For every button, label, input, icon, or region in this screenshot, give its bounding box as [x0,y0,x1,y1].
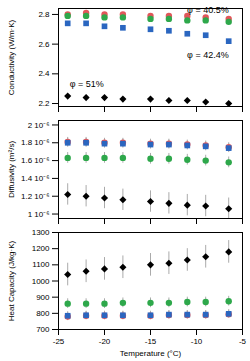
svg-text:700: 700 [36,325,50,334]
svg-text:1300: 1300 [32,228,50,237]
svg-text:Temperature (°C): Temperature (°C) [120,349,182,358]
svg-text:2.4: 2.4 [38,69,50,78]
svg-text:1200: 1200 [32,244,50,253]
svg-text:-15: -15 [145,337,157,346]
svg-text:2.6: 2.6 [38,40,50,49]
svg-text:Heat Capacity (J/kg·K): Heat Capacity (J/kg·K) [7,240,16,321]
svg-text:1 10⁻⁶: 1 10⁻⁶ [28,210,50,219]
svg-text:φ = 40.5%: φ = 40.5% [187,5,229,15]
svg-text:1.6 10⁻⁶: 1.6 10⁻⁶ [21,156,50,165]
svg-text:-20: -20 [99,337,111,346]
svg-text:φ = 42.4%: φ = 42.4% [187,50,229,60]
svg-text:1.4 10⁻⁶: 1.4 10⁻⁶ [21,174,50,183]
svg-text:φ = 51%: φ = 51% [70,79,104,89]
svg-text:-10: -10 [191,337,203,346]
svg-text:Conductivity (W/m·K): Conductivity (W/m·K) [7,19,16,95]
svg-text:1000: 1000 [32,277,50,286]
svg-text:2.8: 2.8 [38,10,50,19]
svg-text:1.8 10⁻⁶: 1.8 10⁻⁶ [21,138,50,147]
svg-text:800: 800 [36,309,50,318]
svg-text:1.2 10⁻⁶: 1.2 10⁻⁶ [21,192,50,201]
svg-text:-25: -25 [53,337,65,346]
svg-text:-5: -5 [239,337,247,346]
svg-text:2 10⁻⁶: 2 10⁻⁶ [28,121,50,130]
svg-text:900: 900 [36,293,50,302]
svg-text:1100: 1100 [32,260,50,269]
svg-text:Diffusivity (m²/s): Diffusivity (m²/s) [7,141,16,199]
svg-text:2.2: 2.2 [38,99,50,108]
